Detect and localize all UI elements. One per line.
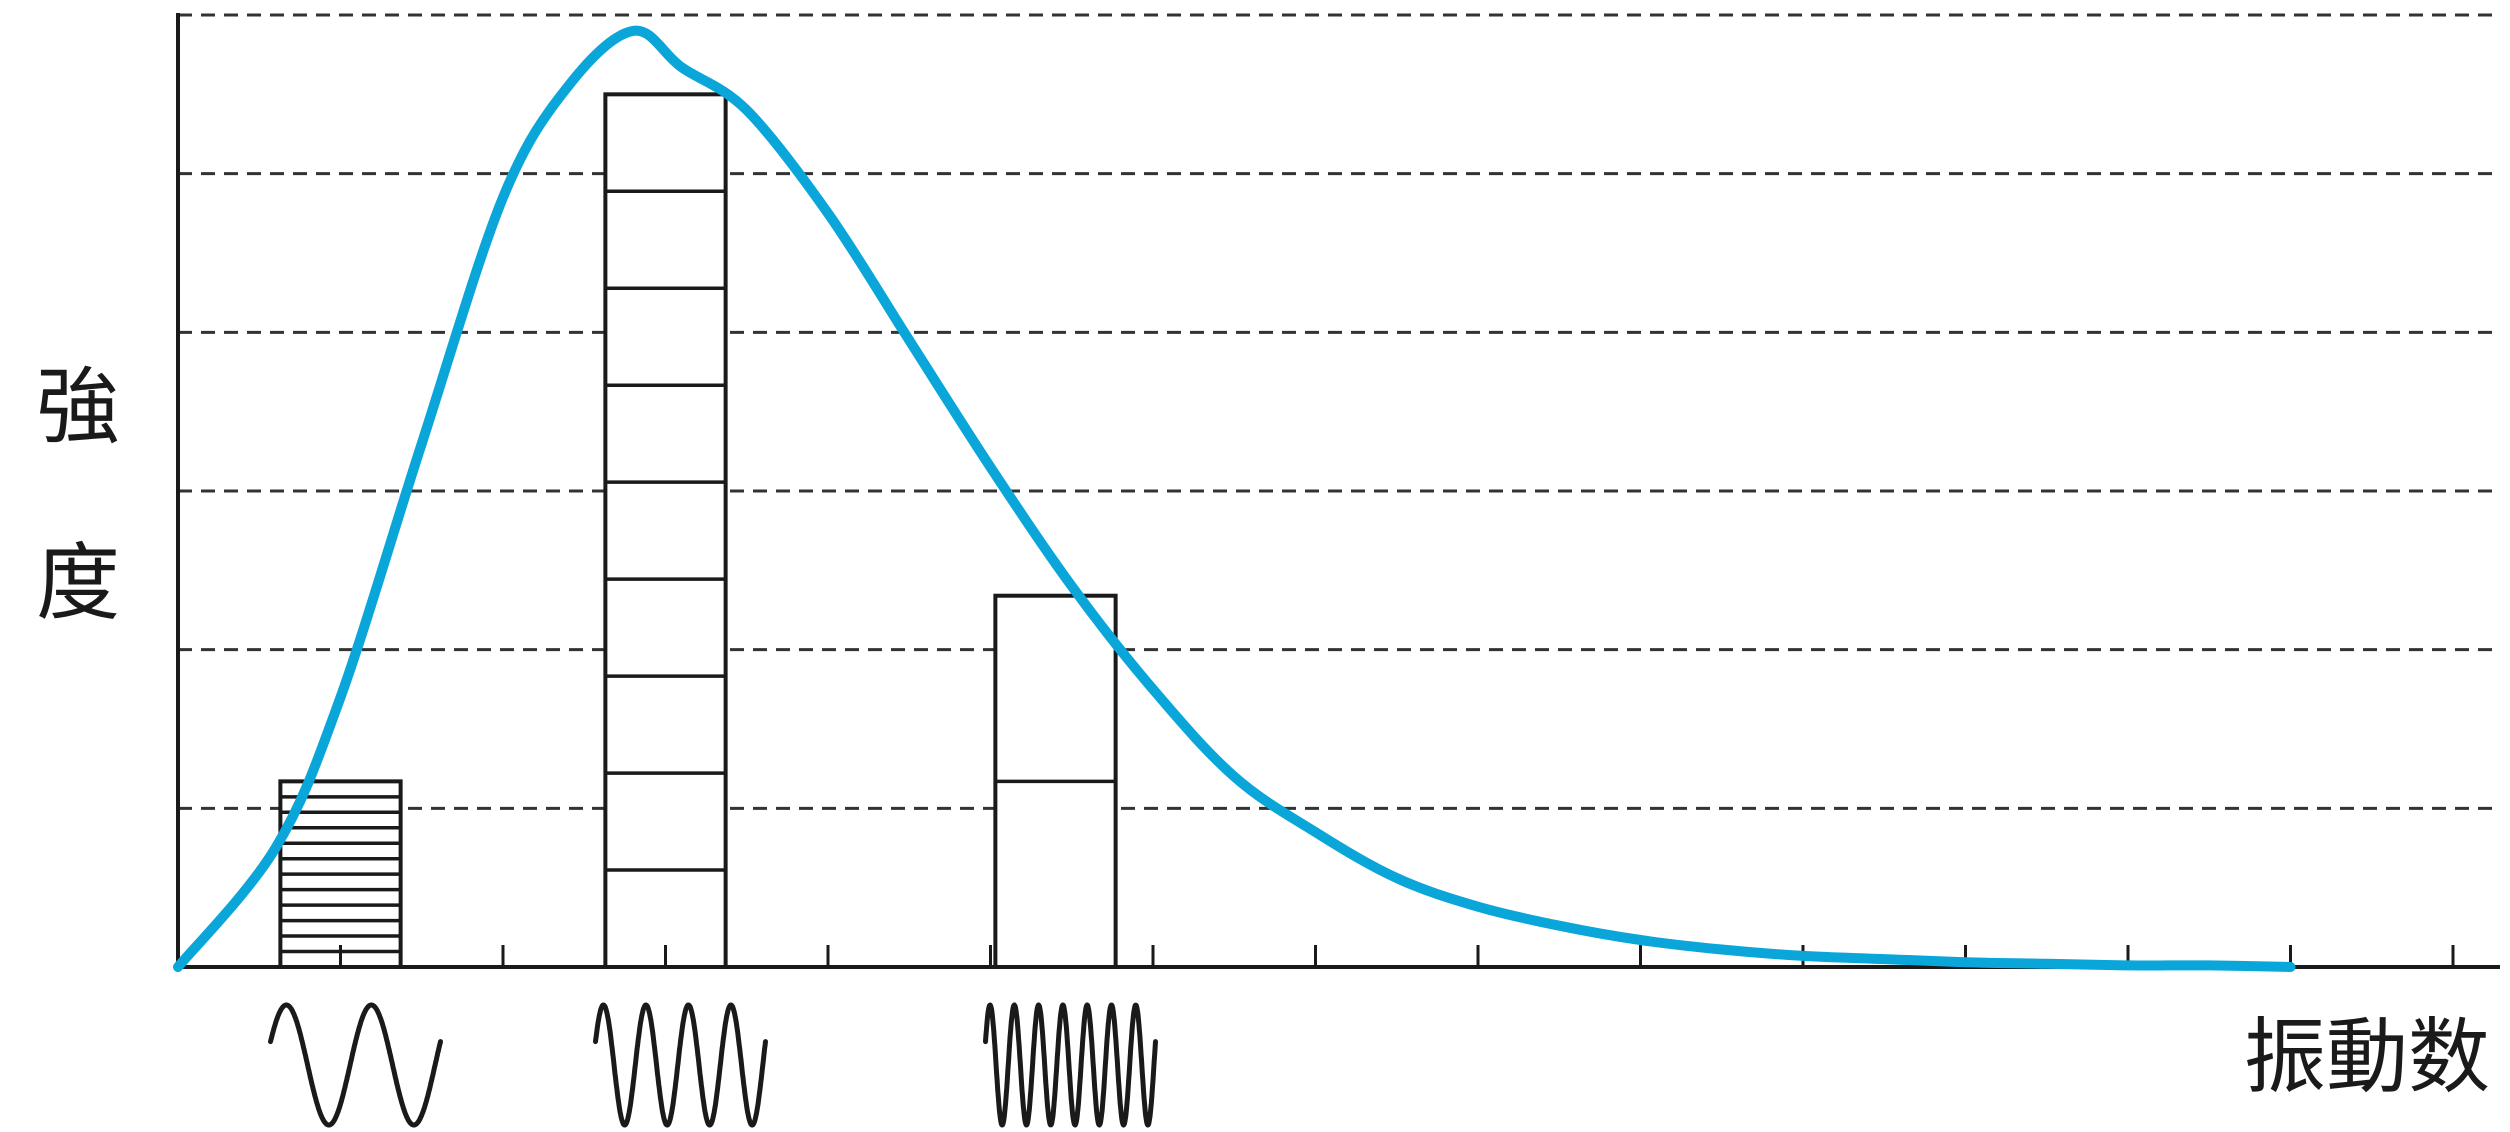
intensity-curve bbox=[173, 25, 2296, 972]
grid-lines bbox=[178, 13, 2500, 810]
bar-2-outline bbox=[603, 92, 728, 970]
bar-3 bbox=[993, 593, 1118, 969]
wave-icon-3 bbox=[983, 1002, 1158, 1128]
wave-icon-1 bbox=[268, 1002, 443, 1128]
wave-icons bbox=[268, 1002, 1158, 1128]
x-axis-label: 振動数 bbox=[2244, 1010, 2490, 1105]
wave-icon-2 bbox=[593, 1002, 768, 1128]
bar-2 bbox=[603, 92, 728, 970]
bars bbox=[278, 92, 1118, 970]
intensity-curve-line bbox=[173, 25, 2296, 972]
y-axis-label-char-2: 度 bbox=[36, 534, 120, 632]
y-axis-label-char-1: 強 bbox=[36, 358, 120, 456]
